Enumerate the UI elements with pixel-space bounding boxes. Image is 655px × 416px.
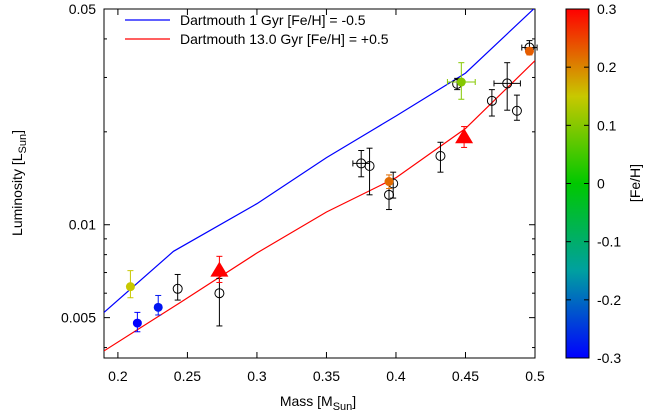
series-line (104, 9, 535, 313)
x-tick-label: 0.4 (386, 368, 406, 384)
legend-label-2: Dartmouth 13.0 Gyr [Fe/H] = +0.5 (180, 31, 389, 47)
y-tick-label: 0.05 (69, 1, 96, 17)
x-axis-ticks: 0.2 0.25 0.3 0.35 0.4 0.45 0.5 (108, 9, 545, 384)
colorbar-tick-label: 0.3 (597, 1, 617, 17)
y-tick-label: 0.005 (61, 310, 96, 326)
open-point (435, 150, 446, 161)
y-axis-label-main: Luminosity [L (9, 153, 25, 236)
y-axis-ticks: 0.005 0.01 0.05 (61, 1, 535, 349)
open-point (511, 105, 522, 116)
x-tick-label: 0.25 (174, 368, 201, 384)
filled-point (384, 177, 394, 187)
y-tick-label: 0.01 (69, 217, 96, 233)
x-tick-label: 0.3 (247, 368, 267, 384)
series-line (104, 60, 535, 352)
filled-point (132, 318, 142, 328)
x-tick-label: 0.35 (313, 368, 340, 384)
filled-point (524, 46, 534, 56)
open-point (364, 160, 375, 171)
open-point (214, 288, 225, 299)
colorbar-tick-label: 0.1 (597, 117, 617, 133)
filled-point (125, 282, 135, 292)
triangle-point (210, 261, 229, 277)
y-axis-label: Luminosity [LSun] (9, 130, 29, 236)
x-axis-label-end: ] (352, 393, 356, 409)
x-axis-label-main: Mass [M (280, 393, 333, 409)
plot-frame (103, 8, 536, 359)
filled-point (456, 77, 466, 87)
colorbar-ticks: 0.3 0.2 0.1 0 -0.1 -0.2 -0.3 (566, 1, 621, 366)
x-tick-label: 0.2 (108, 368, 128, 384)
colorbar-tick-label: -0.2 (597, 292, 621, 308)
filled-point (153, 302, 163, 312)
triangle-point (455, 128, 474, 144)
colorbar-tick-label: -0.3 (597, 350, 621, 366)
x-axis-label-sub: Sun (333, 401, 353, 413)
x-tick-label: 0.5 (525, 368, 545, 384)
data-points (125, 40, 538, 333)
x-axis-label: Mass [MSun] (280, 393, 356, 413)
model-curves (104, 9, 535, 352)
x-tick-label: 0.45 (452, 368, 479, 384)
colorbar-tick-label: -0.1 (597, 234, 621, 250)
open-point (172, 283, 183, 294)
y-axis-label-sub: Sun (17, 134, 29, 154)
legend: Dartmouth 1 Gyr [Fe/H] = -0.5 Dartmouth … (125, 12, 389, 47)
legend-label-1: Dartmouth 1 Gyr [Fe/H] = -0.5 (180, 12, 366, 28)
colorbar-label: [Fe/H] (627, 164, 643, 202)
y-axis-label-end: ] (9, 130, 25, 134)
colorbar-tick-label: 0 (597, 176, 605, 192)
open-point (486, 95, 497, 106)
colorbar-tick-label: 0.2 (597, 59, 617, 75)
open-point (502, 78, 513, 89)
